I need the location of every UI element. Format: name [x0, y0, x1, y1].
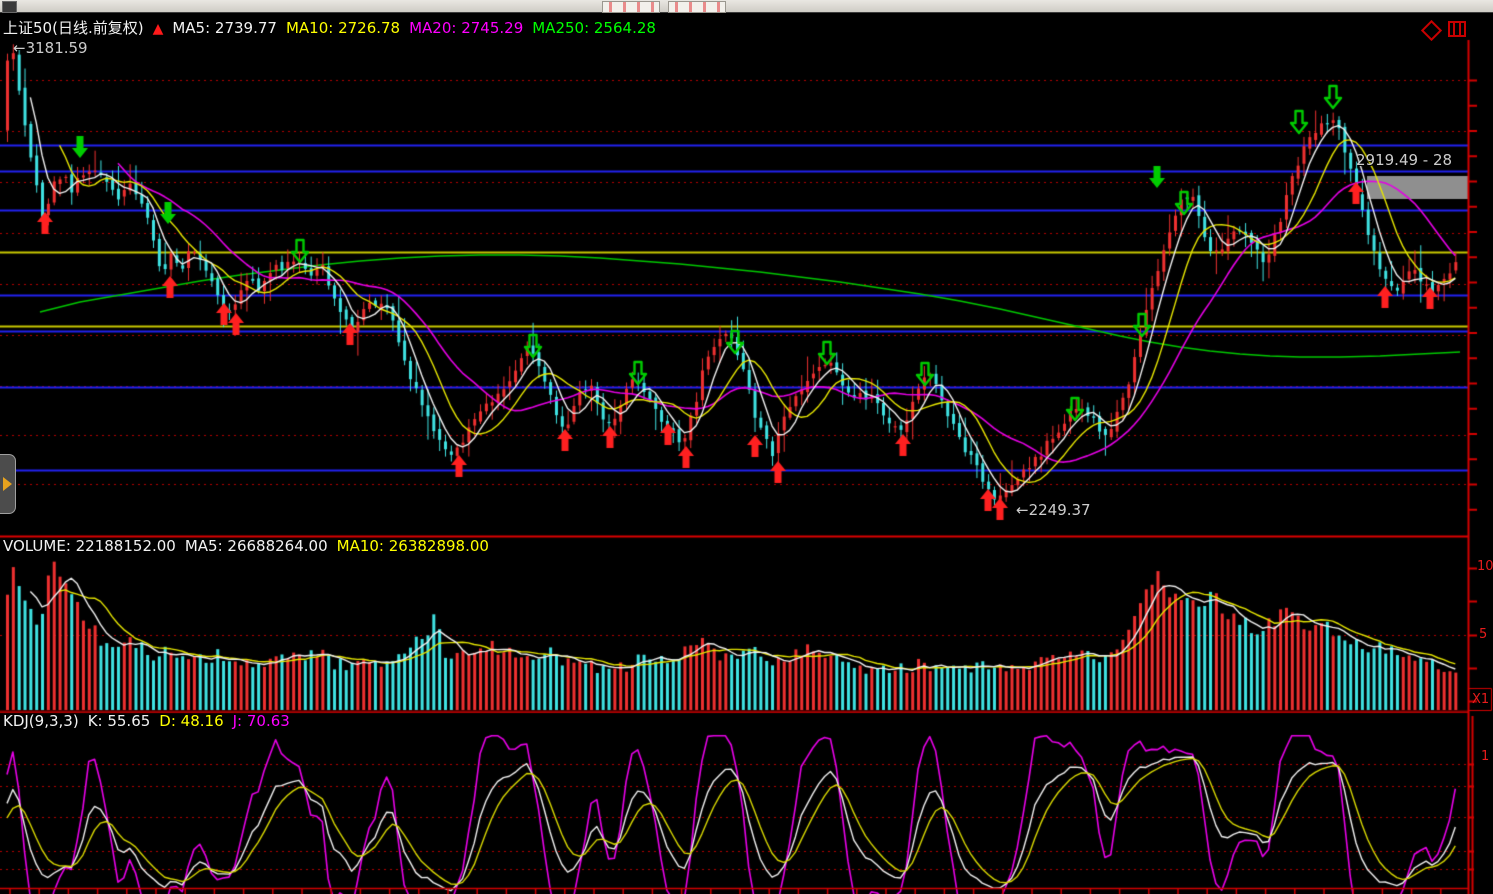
app-toolbar — [0, 0, 1493, 13]
ma10-value: MA10: 2726.78 — [285, 19, 401, 37]
kdj-axis-label: 1 — [1481, 749, 1490, 764]
volume-value: VOLUME: 22188152.00 — [3, 537, 176, 555]
up-trend-icon: ▲ — [152, 20, 164, 37]
toolbar-button-stub[interactable] — [668, 1, 726, 13]
ma20-value: MA20: 2745.29 — [409, 19, 524, 37]
volume-axis-label-10: 10 — [1477, 559, 1493, 574]
kdj-name: KDJ(9,3,3) — [3, 712, 79, 730]
kdj-header: KDJ(9,3,3) K: 55.65 D: 48.16 J: 70.63 — [3, 714, 290, 729]
ma250-value: MA250: 2564.28 — [532, 19, 656, 37]
toolbar-button-stub[interactable] — [602, 1, 660, 13]
volume-axis-label-5: 5 — [1479, 627, 1488, 642]
kdj-k-value: K: 55.65 — [87, 712, 151, 730]
peak-price-annotation: ←3181.59 — [13, 39, 88, 57]
panel-expand-handle[interactable] — [0, 454, 16, 514]
kdj-j-value: J: 70.63 — [232, 712, 290, 730]
app-window-icon[interactable] — [2, 1, 17, 13]
multi-window-icon[interactable] — [1448, 21, 1466, 37]
price-range-annotation: 2919.49 - 28 — [1356, 153, 1453, 168]
volume-header: VOLUME: 22188152.00 MA5: 26688264.00 MA1… — [3, 539, 489, 554]
main-chart-header: 上证50(日线.前复权) ▲ MA5: 2739.77 MA10: 2726.7… — [3, 21, 656, 36]
ma5-value: MA5: 2739.77 — [172, 19, 277, 37]
kdj-d-value: D: 48.16 — [159, 712, 224, 730]
volume-ma10-value: MA10: 26382898.00 — [336, 537, 489, 555]
symbol-title: 上证50(日线.前复权) — [3, 19, 144, 37]
trough-price-annotation: ←2249.37 — [1016, 501, 1091, 519]
volume-multiplier-label: X1 — [1472, 692, 1490, 707]
volume-ma5-value: MA5: 26688264.00 — [184, 537, 328, 555]
expand-arrow-icon — [3, 477, 12, 491]
